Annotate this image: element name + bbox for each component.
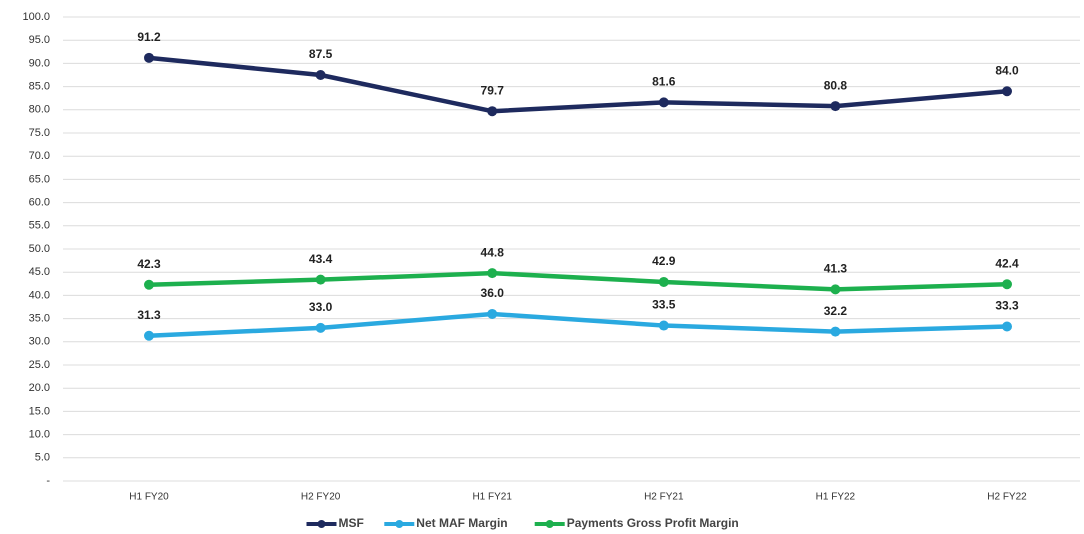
point [144,52,154,63]
y-tick-label: 55.0 [29,220,50,232]
data-label: 44.8 [481,245,505,259]
point [830,284,841,295]
y-tick-label: 95.0 [29,34,50,46]
point [315,322,326,333]
data-label: 42.4 [995,256,1019,270]
y-tick-label: 80.0 [29,104,50,116]
legend-label: Payments Gross Profit Margin [567,516,739,530]
data-label: 33.3 [995,299,1019,313]
data-label: 91.2 [137,30,161,44]
y-tick-label: 60.0 [29,197,50,209]
data-label: 33.5 [652,298,676,312]
data-label: 81.6 [652,75,676,89]
point [658,276,669,287]
legend-label: Net MAF Margin [416,516,507,530]
y-tick-label: 70.0 [29,150,50,162]
data-label: 36.0 [481,286,505,300]
y-tick-label: 85.0 [29,81,50,93]
x-tick-label: H1 FY20 [129,492,169,503]
y-tick-label: 15.0 [29,405,50,417]
y-tick-label: 30.0 [29,336,50,348]
legend-label: MSF [339,516,364,530]
data-label: 32.2 [824,304,848,318]
y-tick-label: 5.0 [35,452,50,464]
y-tick-label: 65.0 [29,173,50,185]
legend-marker [545,520,554,528]
point [830,101,841,112]
point [487,106,498,117]
point [487,308,498,319]
data-label: 42.9 [652,254,676,268]
series-line [148,270,1008,292]
y-tick-label: - [46,475,50,487]
legend-marker [395,520,404,528]
data-label: 33.0 [309,300,333,314]
y-tick-label: 20.0 [29,382,50,394]
y-tick-label: 45.0 [29,266,50,278]
y-tick-label: 90.0 [29,57,50,69]
x-tick-label: H1 FY22 [816,492,856,503]
x-tick-label: H1 FY21 [472,492,512,503]
data-label: 42.3 [137,257,161,271]
point [1002,86,1012,97]
point [487,268,498,279]
data-label: 79.7 [481,83,505,97]
series-line [148,55,1008,114]
data-label: 87.5 [309,47,333,61]
x-tick-label: H2 FY21 [644,492,684,503]
point [658,320,669,331]
y-tick-label: 25.0 [29,359,50,371]
series-line [148,311,1008,339]
data-label: 80.8 [824,78,848,92]
data-label: 84.0 [995,63,1019,77]
x-tick-label: H2 FY20 [301,492,341,503]
data-label: 31.3 [137,308,161,322]
point [315,274,326,285]
y-tick-label: 40.0 [29,289,50,301]
point [1002,279,1012,290]
data-label: 43.4 [309,252,333,266]
point [1002,321,1012,332]
point [315,70,326,80]
point [658,97,669,108]
y-tick-label: 50.0 [29,243,50,255]
point [144,279,154,290]
y-tick-label: 35.0 [29,313,50,325]
y-tick-label: 10.0 [29,429,50,441]
y-tick-label: 75.0 [29,127,50,139]
y-tick-label: 100.0 [22,11,50,23]
legend-marker [317,520,326,528]
point [830,326,841,337]
point [144,330,154,341]
x-tick-label: H2 FY22 [987,492,1027,503]
data-label: 41.3 [824,262,848,276]
